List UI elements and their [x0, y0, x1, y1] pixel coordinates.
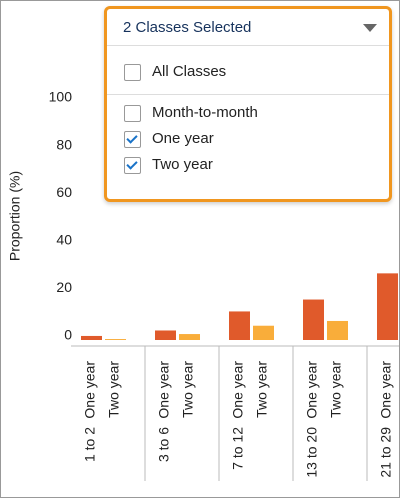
- y-tick-label: 60: [56, 184, 72, 200]
- bar: [327, 320, 348, 340]
- y-tick-label: 100: [49, 89, 73, 105]
- checkbox[interactable]: [124, 64, 141, 81]
- series-label: One year: [230, 361, 246, 419]
- option-label: All Classes: [152, 63, 227, 80]
- y-tick-label: 80: [56, 136, 72, 152]
- x-tick-label: 7 to 12: [230, 427, 246, 470]
- dropdown-option[interactable]: Month-to-month: [107, 101, 389, 127]
- checkbox[interactable]: [124, 105, 141, 122]
- x-tick-label: 3 to 6: [156, 427, 172, 462]
- series-label: Two year: [328, 361, 344, 418]
- bar: [229, 311, 250, 340]
- bar: [253, 325, 274, 340]
- bar: [377, 273, 398, 340]
- y-axis-label: Proportion (%): [7, 171, 23, 261]
- x-tick-label: 13 to 20: [304, 427, 320, 478]
- bar: [155, 330, 176, 340]
- dropdown-header[interactable]: 2 Classes Selected: [107, 9, 389, 46]
- checkbox[interactable]: [124, 131, 141, 148]
- series-label: One year: [304, 361, 320, 419]
- dropdown-option[interactable]: One year: [107, 127, 389, 153]
- dropdown-label: 2 Classes Selected: [123, 19, 252, 36]
- check-mark: [126, 132, 138, 144]
- divider: [107, 94, 389, 95]
- series-label: One year: [378, 361, 394, 419]
- dropdown-option[interactable]: All Classes: [107, 60, 389, 86]
- series-label: One year: [156, 361, 172, 419]
- bar: [303, 299, 324, 340]
- x-tick-label: 21 to 29: [378, 427, 394, 478]
- series-label: Two year: [106, 361, 122, 418]
- option-list: All Classes Month-to-month One year Two yea…: [107, 46, 389, 179]
- x-tick-label: 1 to 2: [82, 427, 98, 462]
- bar: [105, 339, 126, 340]
- checkbox[interactable]: [124, 157, 141, 174]
- dropdown-option[interactable]: Two year: [107, 153, 389, 179]
- y-tick-label: 40: [56, 232, 72, 248]
- series-label: One year: [82, 361, 98, 419]
- class-dropdown[interactable]: 2 Classes Selected All Classes Month-to-m…: [104, 6, 392, 202]
- option-label: Two year: [152, 156, 213, 173]
- series-label: Two year: [254, 361, 270, 418]
- y-tick-label: 0: [64, 327, 72, 343]
- series-label: Two year: [180, 361, 196, 418]
- option-label: One year: [152, 130, 214, 147]
- dropdown-arrow: [363, 24, 377, 32]
- bar: [179, 334, 200, 340]
- check-mark: [126, 158, 138, 170]
- bar: [81, 335, 102, 340]
- y-tick-label: 20: [56, 279, 72, 295]
- option-label: Month-to-month: [152, 104, 258, 121]
